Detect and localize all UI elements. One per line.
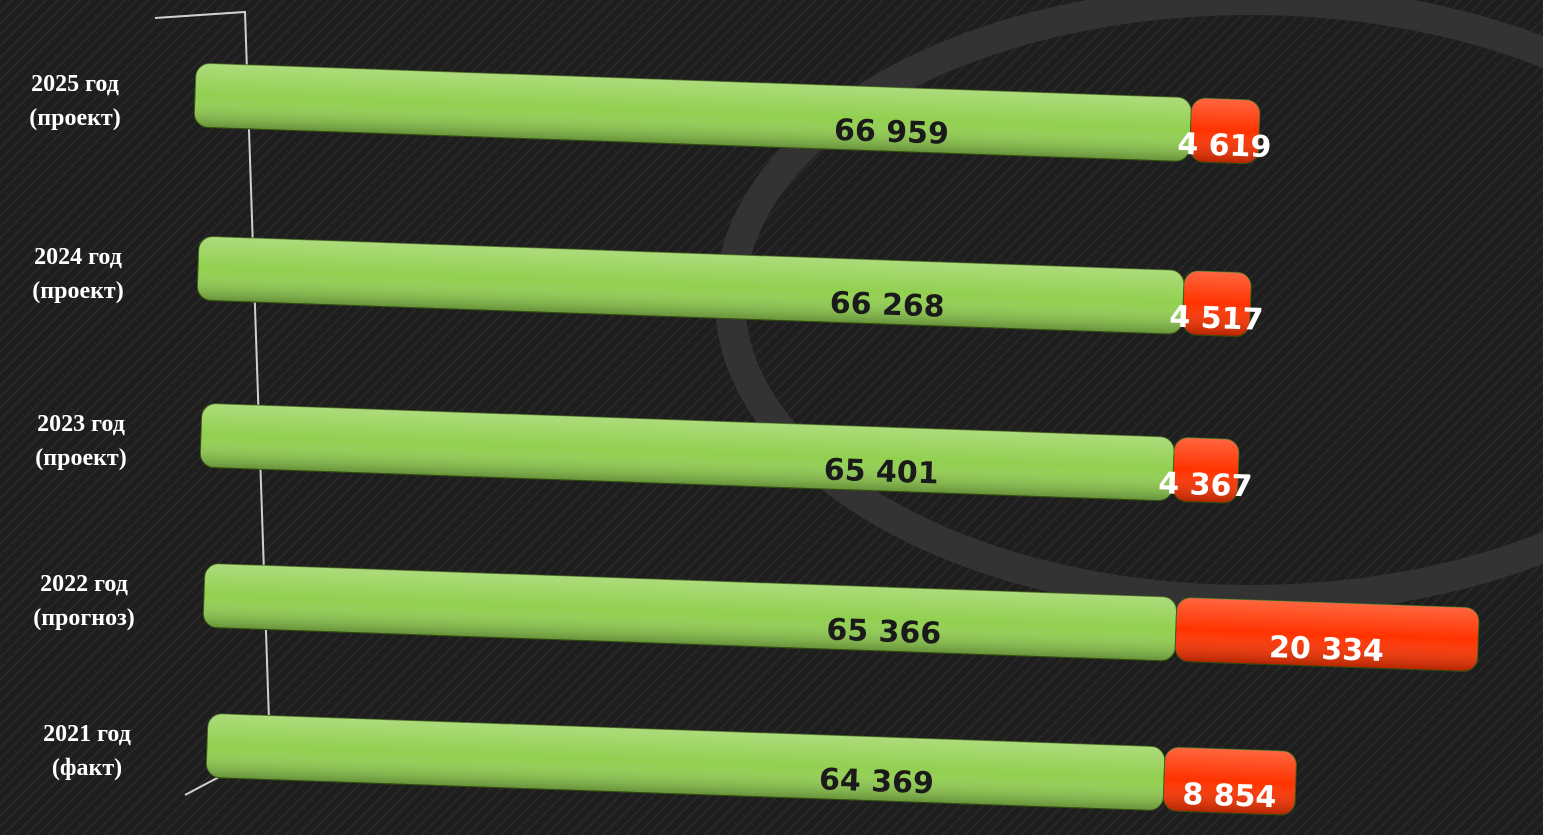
y-tick-label: 2025 год [31,71,119,97]
data-label: 4 367 [1158,466,1253,504]
bar-group: 66 268 4 517 [196,236,1264,338]
bar-group: 65 401 4 367 [199,403,1253,504]
bar-shade [1163,747,1297,815]
y-tick-label: 2021 год [43,721,131,747]
y-tick-label: (проект) [35,445,126,471]
plot-area: 2025 год (проект) 66 959 4 619 2024 год (прое… [29,62,1480,816]
bar-shade [1189,98,1260,164]
data-label: 66 268 [829,286,945,325]
bar-shade [194,63,1192,162]
bar-shade [200,403,1175,501]
bar-group: 65 366 20 334 [202,563,1480,672]
bar-shade [1172,437,1239,503]
data-label: 66 959 [833,113,949,152]
bar-group: 66 959 4 619 [193,62,1272,165]
bar-shade [197,236,1184,335]
data-label: 65 366 [826,613,942,652]
data-label: 20 334 [1269,630,1385,669]
data-label: 4 517 [1169,300,1264,338]
data-label: 65 401 [823,452,939,491]
y-tick-label: 2024 год [34,244,122,270]
bar-group: 64 369 8 854 [205,713,1297,816]
bar-shade [203,563,1177,661]
data-label: 4 619 [1177,127,1272,165]
data-label: 8 854 [1182,777,1277,815]
bar-shade [1182,271,1252,337]
data-label: 64 369 [818,762,934,801]
y-tick-label: (проект) [32,278,123,304]
y-tick-label: (факт) [52,755,122,781]
y-tick-label: (проект) [29,105,120,131]
bar-shade [1175,597,1479,672]
bar-shade [206,713,1165,811]
y-tick-label: 2022 год [40,571,128,597]
y-tick-label: 2023 год [37,411,125,437]
y-tick-label: (прогноз) [33,605,135,631]
